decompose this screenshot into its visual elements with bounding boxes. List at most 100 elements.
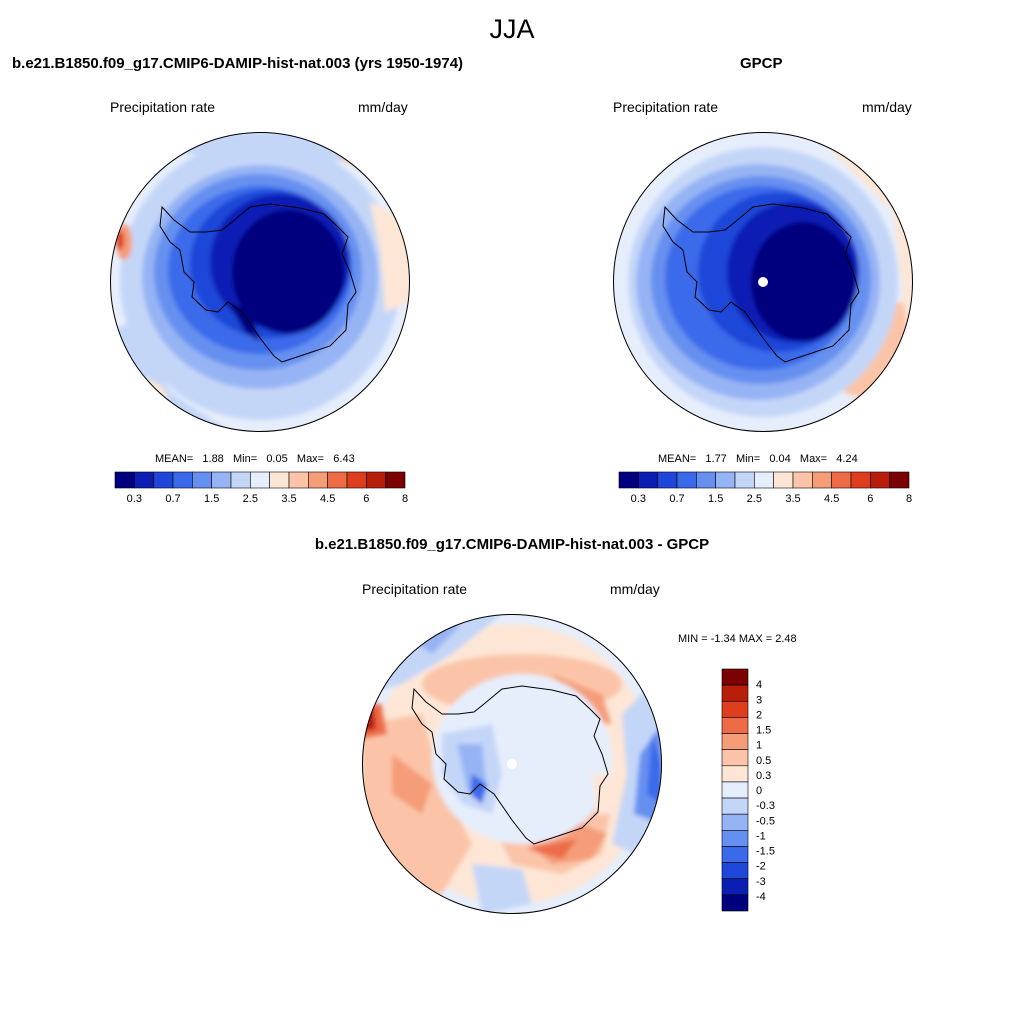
- colorbar-box: [618, 471, 639, 489]
- obs-panel-title: GPCP: [740, 55, 783, 72]
- colorbar-box: [230, 471, 251, 489]
- colorbar-tick-label: 0.3: [756, 770, 771, 782]
- obs-left-label: Precipitation rate: [613, 99, 719, 115]
- colorbar-box: [269, 471, 290, 489]
- colorbar-tick-label: 6: [867, 493, 873, 505]
- colorbar-box: [657, 471, 678, 489]
- diff-units-label: mm/day: [610, 581, 660, 597]
- colorbar-box: [366, 471, 386, 489]
- colorbar-box: [211, 471, 232, 489]
- colorbar-box: [734, 471, 755, 489]
- colorbar-tick-label: -0.5: [756, 815, 775, 827]
- colorbar-tick-label: 0.7: [669, 493, 684, 505]
- model-mean-value: 1.88: [202, 453, 224, 465]
- colorbar-box: [721, 830, 749, 847]
- colorbar-tick-label: 1.5: [756, 725, 771, 737]
- colorbar-tick-label: 2.5: [747, 493, 762, 505]
- colorbar-box: [831, 471, 852, 489]
- colorbar-tick-label: -1.5: [756, 846, 775, 858]
- colorbar-tick-label: 1: [756, 740, 762, 752]
- colorbar-box: [721, 684, 749, 702]
- colorbar-box: [721, 797, 749, 815]
- colorbar-box: [192, 471, 212, 489]
- colorbar-box: [308, 471, 328, 489]
- obs-mean-value: 1.77: [705, 453, 727, 465]
- obs-max-label: Max=: [799, 453, 828, 465]
- obs-units-label: mm/day: [862, 99, 912, 115]
- colorbar-tick-label: -1: [756, 830, 766, 842]
- colorbar-box: [327, 471, 348, 489]
- colorbar-tick-label: 0: [756, 785, 762, 797]
- model-min-label: Min=: [232, 453, 258, 465]
- colorbar-box: [114, 471, 135, 489]
- colorbar-tick-label: 1.5: [204, 493, 219, 505]
- colorbar-box: [889, 471, 910, 489]
- obs-max-value: 4.24: [836, 453, 858, 465]
- figure-title: JJA: [489, 14, 535, 44]
- colorbar-box: [773, 471, 794, 489]
- colorbar-tick-label: 0.3: [631, 493, 646, 505]
- model-max-value: 6.43: [333, 453, 355, 465]
- model-units-label: mm/day: [358, 99, 408, 115]
- colorbar-box: [721, 862, 749, 880]
- model-max-label: Max=: [296, 453, 325, 465]
- colorbar-tick-label: 1.5: [708, 493, 723, 505]
- obs-polar-map: [613, 132, 913, 432]
- colorbar-tick-label: -3: [756, 876, 766, 888]
- colorbar-tick-label: -0.3: [756, 800, 775, 812]
- colorbar-box: [385, 471, 406, 489]
- colorbar-tick-label: 2: [756, 709, 762, 721]
- colorbar-box: [721, 765, 749, 783]
- colorbar-box: [721, 813, 749, 831]
- diff-left-label: Precipitation rate: [362, 581, 468, 597]
- colorbar-box: [696, 471, 716, 489]
- colorbar-tick-label: 8: [906, 493, 912, 505]
- model-polar-map: [110, 132, 410, 432]
- colorbar-box: [812, 471, 832, 489]
- colorbar-box: [715, 471, 736, 489]
- model-mean-label: MEAN=: [155, 453, 194, 465]
- model-left-label: Precipitation rate: [110, 99, 216, 115]
- colorbar-box: [288, 471, 309, 489]
- obs-min-label: Min=: [735, 453, 761, 465]
- colorbar-tick-label: 4.5: [824, 493, 839, 505]
- model-colorbar: 0.3 0.7 1.5 2.5 3.5 4.5 6 8: [114, 471, 408, 505]
- colorbar-box: [721, 781, 749, 799]
- colorbar-box: [721, 733, 749, 750]
- colorbar-tick-label: 0.5: [756, 755, 771, 767]
- colorbar-tick-label: 3.5: [785, 493, 800, 505]
- colorbar-tick-label: 2.5: [243, 493, 258, 505]
- colorbar-box: [870, 471, 890, 489]
- colorbar-box: [346, 471, 367, 489]
- colorbar-tick-label: 8: [402, 493, 408, 505]
- colorbar-box: [721, 700, 749, 718]
- colorbar-box: [676, 471, 697, 489]
- model-stats: MEAN= 1.88 Min= 0.05 Max= 6.43: [155, 453, 355, 465]
- colorbar-box: [153, 471, 174, 489]
- colorbar-tick-label: -2: [756, 861, 766, 873]
- colorbar-tick-label: 0.7: [165, 493, 180, 505]
- colorbar-box: [721, 717, 749, 734]
- colorbar-tick-label: 6: [363, 493, 369, 505]
- colorbar-box: [638, 471, 658, 489]
- colorbar-tick-label: 0.3: [127, 493, 142, 505]
- diff-panel-title: b.e21.B1850.f09_g17.CMIP6-DAMIP-hist-nat…: [314, 536, 710, 553]
- obs-min-value: 0.04: [769, 453, 791, 465]
- colorbar-box: [792, 471, 813, 489]
- colorbar-box: [754, 471, 774, 489]
- obs-colorbar: 0.3 0.7 1.5 2.5 3.5 4.5 6 8: [618, 471, 912, 505]
- diff-minmax: MIN = -1.34 MAX = 2.48: [678, 633, 797, 645]
- colorbar-box: [721, 894, 749, 912]
- model-min-value: 0.05: [266, 453, 288, 465]
- colorbar-tick-label: 3.5: [281, 493, 296, 505]
- colorbar-box: [721, 846, 749, 863]
- colorbar-box: [134, 471, 154, 489]
- colorbar-box: [250, 471, 270, 489]
- obs-mean-label: MEAN=: [658, 453, 697, 465]
- colorbar-box: [721, 878, 749, 896]
- colorbar-box: [721, 749, 749, 767]
- diff-polar-map: [362, 614, 662, 914]
- obs-stats: MEAN= 1.77 Min= 0.04 Max= 4.24: [658, 453, 858, 465]
- model-panel-title: b.e21.B1850.f09_g17.CMIP6-DAMIP-hist-nat…: [12, 55, 464, 72]
- colorbar-box: [172, 471, 193, 489]
